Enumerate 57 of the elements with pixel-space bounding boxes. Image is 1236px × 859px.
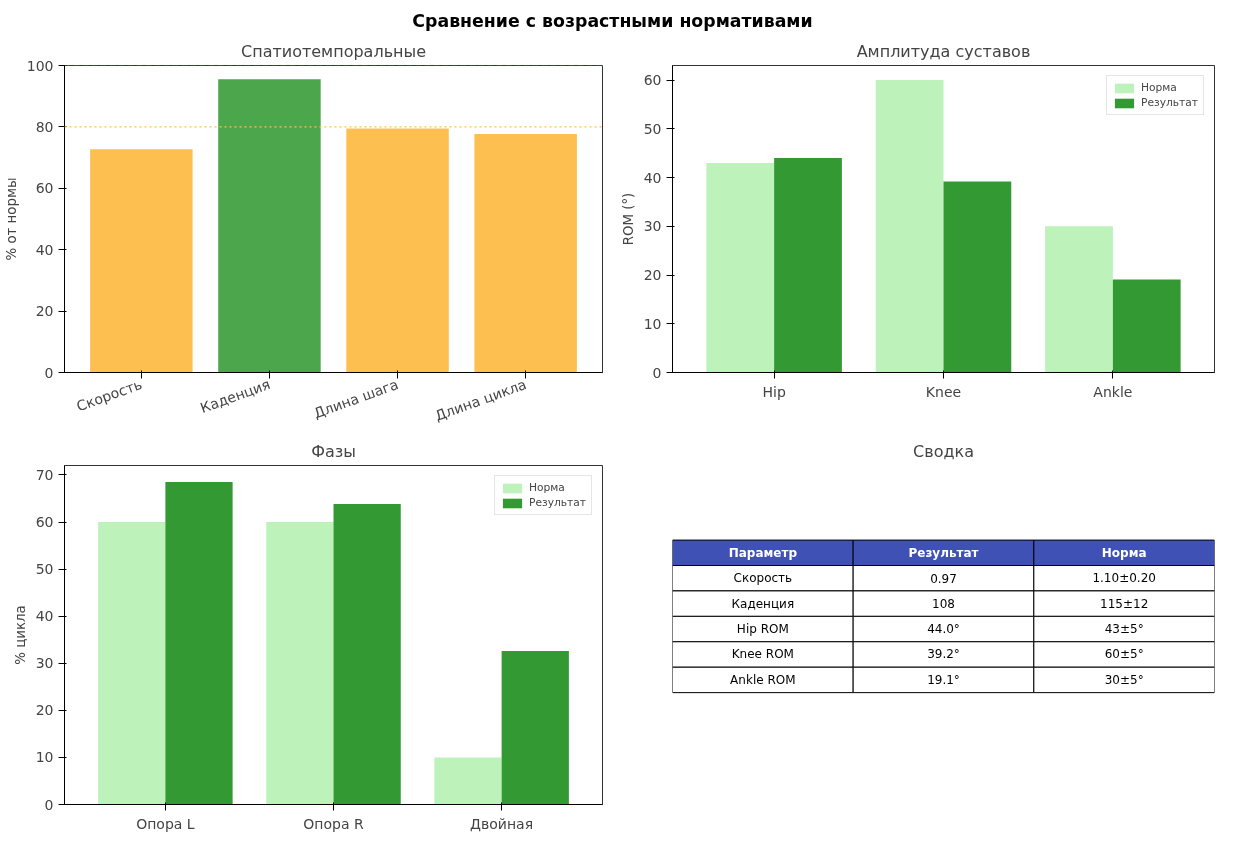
x-tick-label: Ankle — [1093, 383, 1133, 400]
y-tick-label: 0 — [44, 364, 54, 381]
legend-label: Результат — [1141, 96, 1198, 109]
chart-title: Амплитуда суставов — [856, 41, 1031, 61]
text: 1.10±0.20 — [1092, 571, 1156, 586]
y-axis-title: % от нормы — [3, 177, 19, 261]
y-axis-title: % цикла — [12, 605, 28, 665]
text: Сравнение с возрастными нормативами — [412, 10, 813, 31]
chart-title: Спатиотемпоральные — [241, 41, 426, 61]
text: 108 — [932, 597, 955, 612]
y-tick-label: 40 — [35, 241, 54, 258]
text: 30±5° — [1104, 672, 1144, 687]
y-tick-label: 50 — [643, 120, 662, 137]
y-tick-label: 10 — [643, 315, 662, 332]
y-tick-label: 0 — [44, 796, 54, 813]
text: Скорость — [733, 571, 793, 586]
text: 19.1° — [927, 672, 960, 687]
text: Сводка — [913, 441, 974, 461]
legend-label: Норма — [529, 481, 565, 494]
y-tick-label: 40 — [35, 608, 54, 625]
y-tick-label: 50 — [35, 561, 54, 578]
legend-label: Норма — [1141, 81, 1177, 94]
category-label: Норма — [1101, 545, 1147, 560]
category-label: Результат — [908, 545, 979, 560]
x-tick-label: Опора L — [136, 815, 195, 832]
y-tick-label: 20 — [643, 267, 662, 284]
text: Hip ROM — [736, 622, 789, 637]
text: Каденция — [731, 596, 795, 611]
y-tick-label: 30 — [35, 655, 54, 672]
y-tick-label: 80 — [35, 118, 54, 135]
text: 0.97 — [930, 571, 957, 586]
y-tick-label: 60 — [35, 180, 54, 197]
category-label: Параметр — [728, 545, 798, 560]
y-axis-title: ROM (°) — [620, 192, 636, 246]
x-tick-label: Опора R — [303, 815, 364, 832]
chart-title: Фазы — [311, 441, 356, 461]
text: 115±12 — [1100, 596, 1149, 611]
text: 44.0° — [927, 622, 960, 637]
text: 60±5° — [1104, 647, 1144, 662]
y-tick-label: 20 — [35, 702, 54, 719]
y-tick-label: 60 — [643, 72, 662, 89]
x-tick-label: Knee — [925, 383, 962, 400]
y-tick-label: 100 — [26, 57, 54, 74]
y-tick-label: 60 — [35, 514, 54, 530]
text: 39.2° — [927, 647, 960, 662]
x-tick-label: Двойная — [470, 815, 534, 832]
text: Knee ROM — [731, 647, 794, 662]
y-tick-label: 10 — [35, 749, 54, 766]
y-tick-label: 20 — [35, 303, 54, 320]
y-tick-label: 40 — [643, 169, 662, 186]
x-tick-label: Hip — [762, 383, 786, 400]
y-tick-label: 0 — [652, 364, 662, 381]
text: 43±5° — [1104, 622, 1144, 637]
y-tick-label: 70 — [35, 466, 54, 483]
text: Ankle ROM — [730, 672, 796, 687]
legend-label: Результат — [529, 496, 586, 509]
y-tick-label: 30 — [643, 218, 662, 235]
